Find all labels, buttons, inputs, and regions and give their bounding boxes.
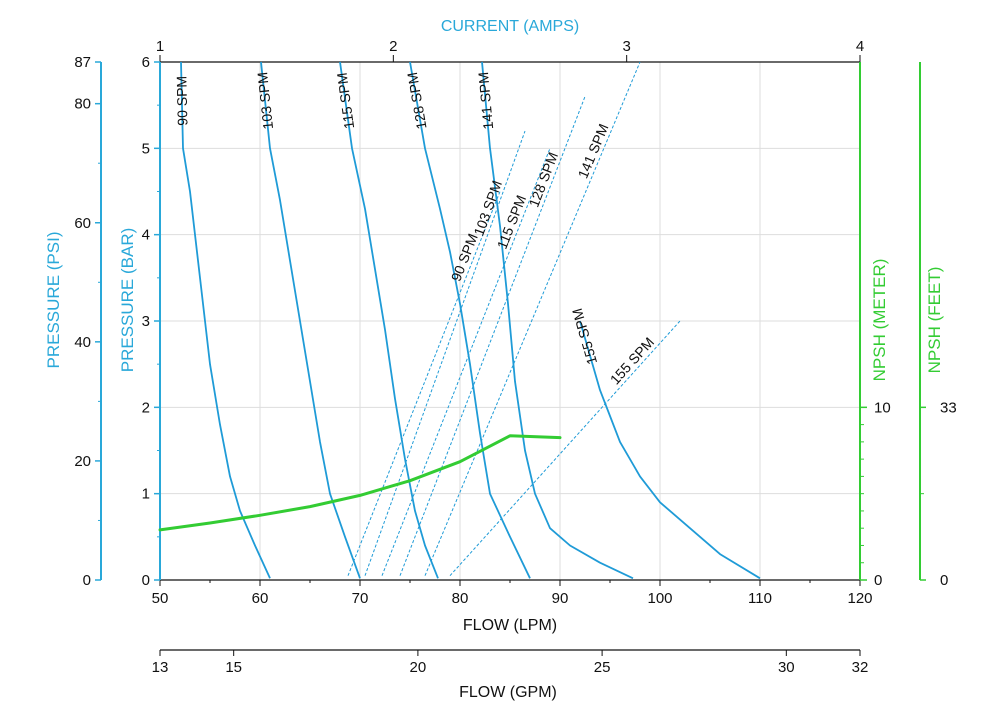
curve-label: 141 SPM — [475, 71, 496, 130]
y-bar-tick-label: 2 — [142, 399, 150, 416]
y-bar-tick-label: 3 — [142, 313, 150, 330]
y-bar-tick-label: 5 — [142, 140, 150, 157]
y-npsh-meter-tick-label: 0 — [874, 572, 882, 589]
x-secondary-tick-label: 30 — [778, 659, 795, 676]
y-axis-npsh-feet-title: NPSH (FEET) — [925, 267, 944, 374]
curve-label: 128 SPM — [404, 71, 430, 130]
y-axis-npsh-meter-title: NPSH (METER) — [870, 259, 889, 382]
x-top-tick-label: 1 — [156, 38, 164, 55]
x-top-tick-label: 2 — [389, 38, 397, 55]
x-top-tick-label: 4 — [856, 38, 864, 55]
y-psi-tick-label: 40 — [74, 334, 91, 351]
current-label: 128 SPM — [525, 150, 561, 209]
y-npsh-feet-tick-label: 0 — [940, 572, 948, 589]
x-axis-title: FLOW (LPM) — [463, 617, 557, 634]
current-dashed-line — [381, 148, 551, 576]
curve-label: 155 SPM — [569, 307, 600, 367]
x-tick-label: 50 — [152, 590, 169, 607]
curve-line — [339, 61, 439, 579]
curve-label: 103 SPM — [254, 71, 276, 130]
pressure-curve-155-spm: 155 SPM — [569, 307, 761, 580]
x-axis-secondary-title: FLOW (GPM) — [459, 684, 557, 701]
x-tick-label: 100 — [647, 590, 672, 607]
axis-labels: FLOW (LPM) FLOW (GPM) CURRENT (AMPS) PRE… — [44, 18, 944, 701]
current-dashed-line — [364, 130, 526, 576]
y-axis-bar-title: PRESSURE (BAR) — [118, 228, 137, 373]
pressure-curve-115-spm: 115 SPM — [334, 61, 439, 579]
x-tick-label: 80 — [452, 590, 469, 607]
current-dashed-line — [449, 320, 681, 577]
x-tick-label: 70 — [352, 590, 369, 607]
npsh-curve — [158, 434, 562, 532]
y-psi-tick-label: 0 — [83, 572, 91, 589]
curve-line — [481, 61, 634, 580]
y-bar-tick-label: 0 — [142, 572, 150, 589]
y-npsh-feet-tick-label: 33 — [940, 399, 957, 416]
x-top-tick-label: 3 — [622, 38, 630, 55]
npsh-curve-group — [158, 434, 562, 532]
curve-line — [260, 61, 361, 579]
current-line-115-spm: 115 SPM — [381, 148, 551, 576]
current-label: 141 SPM — [575, 121, 612, 180]
pressure-curve-103-spm: 103 SPM — [254, 61, 361, 579]
curve-label: 115 SPM — [334, 72, 358, 130]
x-secondary-tick-label: 25 — [594, 659, 611, 676]
pressure-curve-141-spm: 141 SPM — [475, 61, 634, 580]
y-bar-tick-label: 1 — [142, 486, 150, 503]
current-label: 155 SPM — [607, 334, 657, 387]
y-psi-tick-label: 20 — [74, 453, 91, 470]
y-axis-psi-title: PRESSURE (PSI) — [44, 232, 63, 369]
current-dashed-line — [399, 96, 586, 576]
x-secondary-tick-label: 13 — [152, 659, 169, 676]
y-npsh-meter-tick-label: 10 — [874, 399, 891, 416]
x-tick-label: 120 — [847, 590, 872, 607]
x-secondary-tick-label: 32 — [852, 659, 869, 676]
y-bar-tick-label: 4 — [142, 227, 150, 244]
y-bar-tick-label: 6 — [142, 54, 150, 71]
current-label: 90 SPM — [448, 231, 481, 283]
current-dashed-line — [347, 191, 501, 576]
y-psi-tick-label: 80 — [74, 96, 91, 113]
x-tick-label: 60 — [252, 590, 269, 607]
pressure-curve-128-spm: 128 SPM — [404, 61, 531, 579]
x-axis-top-title: CURRENT (AMPS) — [441, 18, 579, 35]
curve-line — [579, 320, 761, 580]
y-psi-tick-label: 60 — [74, 215, 91, 232]
x-tick-label: 90 — [552, 590, 569, 607]
x-tick-label: 110 — [748, 590, 772, 607]
pressure-curve-90-spm: 90 SPM — [173, 61, 271, 579]
x-secondary-tick-label: 15 — [225, 659, 242, 676]
x-secondary-tick-label: 20 — [410, 659, 427, 676]
curve-line — [409, 61, 531, 579]
current-dashed-line — [424, 61, 641, 576]
curve-label: 90 SPM — [173, 76, 190, 126]
y-psi-tick-label: 87 — [74, 54, 91, 71]
curve-line — [180, 61, 271, 579]
